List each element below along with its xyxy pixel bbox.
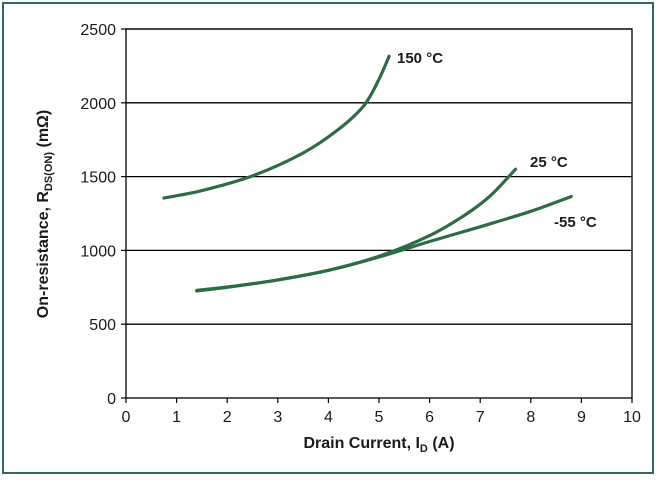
y-tick-labels: 0 500 1000 1500 2000 2500 <box>80 22 126 408</box>
x-tick-label-1: 1 <box>172 409 181 426</box>
y-tick-label-2000: 2000 <box>80 96 116 113</box>
grid-lines <box>126 28 632 325</box>
x-tick-label-4: 4 <box>324 409 333 426</box>
x-tick-label-3: 3 <box>273 409 282 426</box>
series-line-minus55c <box>195 194 573 293</box>
x-tick-label-10: 10 <box>623 409 641 426</box>
series-labels: 150 °C 25 °C -55 °C <box>397 50 597 231</box>
x-tick-label-8: 8 <box>526 409 535 426</box>
x-tick-label-6: 6 <box>425 409 434 426</box>
y-tick-label-0: 0 <box>107 391 116 408</box>
x-tick-label-5: 5 <box>375 409 384 426</box>
y-tick-label-1000: 1000 <box>80 243 116 260</box>
series-label-150c: 150 °C <box>397 50 443 67</box>
series-label-25c: 25 °C <box>530 154 568 171</box>
y-tick-label-500: 500 <box>89 317 116 334</box>
y-tick-label-2500: 2500 <box>80 22 116 39</box>
series-lines <box>162 54 573 293</box>
x-tick-labels: 0 1 2 3 4 5 6 7 8 9 10 <box>122 398 641 426</box>
x-axis-title: Drain Current, ID (A) <box>303 435 454 455</box>
series-line-150c <box>162 54 391 200</box>
x-tick-label-0: 0 <box>122 409 131 426</box>
chart-frame <box>2 2 654 474</box>
y-tick-label-1500: 1500 <box>80 170 116 187</box>
x-tick-label-9: 9 <box>577 409 586 426</box>
y-axis-title: On-resistance, RDS(ON) (mΩ) <box>35 110 55 318</box>
series-label-minus55c: -55 °C <box>554 214 597 231</box>
x-tick-label-7: 7 <box>476 409 485 426</box>
x-tick-label-2: 2 <box>223 409 232 426</box>
